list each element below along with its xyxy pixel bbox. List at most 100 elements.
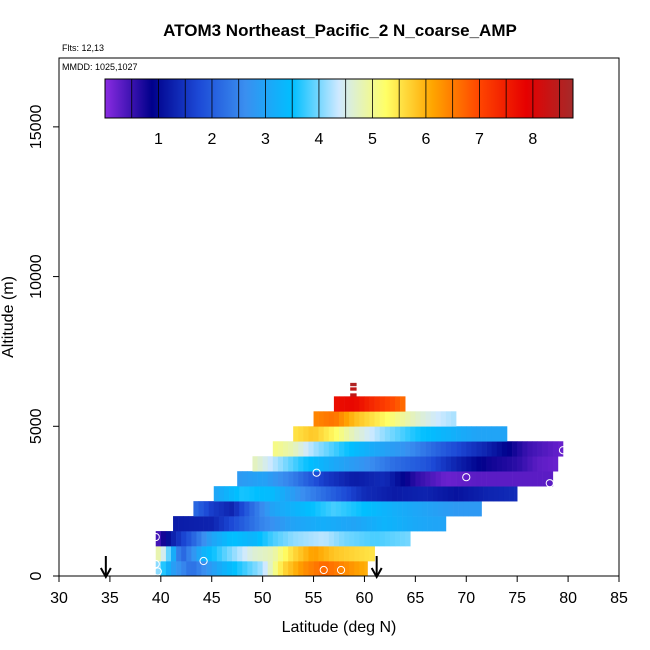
heatmap-cell bbox=[417, 486, 423, 502]
x-tick-label: 40 bbox=[152, 590, 170, 607]
heatmap-cell bbox=[501, 471, 508, 487]
heatmap-cell bbox=[272, 546, 279, 562]
heatmap-cell bbox=[300, 516, 306, 532]
heatmap-cell bbox=[374, 531, 381, 547]
heatmap-cell bbox=[354, 531, 360, 547]
heatmap-cell bbox=[481, 441, 487, 457]
heatmap-cell bbox=[171, 531, 177, 547]
heatmap-cell bbox=[359, 456, 365, 472]
heatmap-cell bbox=[420, 426, 426, 442]
heatmap-cell bbox=[364, 396, 370, 412]
heatmap-cell bbox=[349, 456, 355, 472]
heatmap-cell bbox=[442, 486, 449, 502]
heatmap-cell bbox=[333, 471, 340, 487]
heatmap-cell bbox=[313, 411, 319, 427]
heatmap-cell bbox=[196, 546, 202, 562]
heatmap-cell bbox=[481, 426, 487, 442]
heatmap-cell bbox=[355, 393, 357, 397]
heatmap-cell bbox=[206, 531, 213, 547]
heatmap-cell bbox=[262, 456, 269, 472]
heatmap-cell bbox=[349, 471, 355, 487]
heatmap-cell bbox=[298, 426, 304, 442]
heatmap-cell bbox=[522, 456, 528, 472]
heatmap-cell bbox=[356, 516, 362, 532]
heatmap-cell bbox=[422, 486, 428, 502]
heatmap-cell bbox=[298, 456, 304, 472]
heatmap-cell bbox=[341, 486, 347, 502]
heatmap-cell bbox=[267, 546, 274, 562]
heatmap-cell bbox=[339, 441, 345, 457]
heatmap-cell bbox=[344, 531, 350, 547]
heatmap-cell bbox=[313, 531, 319, 547]
heatmap-cell bbox=[173, 516, 179, 532]
heatmap-cell bbox=[547, 441, 554, 457]
heatmap-cell bbox=[466, 456, 472, 472]
heatmap-cell bbox=[267, 561, 274, 577]
heatmap-cell bbox=[232, 561, 238, 577]
heatmap-cell bbox=[425, 441, 431, 457]
heatmap-cell bbox=[283, 456, 289, 472]
heatmap-cell bbox=[400, 471, 406, 487]
heatmap-cell bbox=[293, 456, 299, 472]
heatmap-cell bbox=[183, 516, 189, 532]
heatmap-cell bbox=[318, 561, 325, 577]
heatmap-cell bbox=[447, 501, 454, 517]
heatmap-cell bbox=[295, 501, 301, 517]
heatmap-cell bbox=[451, 441, 457, 457]
heatmap-cell bbox=[371, 501, 377, 517]
heatmap-cell bbox=[379, 456, 386, 472]
chart-title: ATOM3 Northeast_Pacific_2 N_coarse_AMP bbox=[163, 21, 517, 40]
heatmap-cell bbox=[483, 486, 489, 502]
heatmap-cell bbox=[283, 561, 289, 577]
heatmap-cell bbox=[427, 486, 433, 502]
heatmap-cell bbox=[447, 486, 454, 502]
heatmap-cell bbox=[339, 471, 345, 487]
heatmap-cell bbox=[389, 411, 396, 427]
heatmap-cell bbox=[288, 456, 294, 472]
heatmap-cell bbox=[283, 471, 289, 487]
heatmap-cell bbox=[395, 411, 401, 427]
heatmap-cell bbox=[503, 486, 510, 502]
heatmap-cell bbox=[400, 411, 406, 427]
heatmap-cell bbox=[308, 426, 314, 442]
colorbar-tick-label: 6 bbox=[421, 131, 430, 148]
heatmap-cell bbox=[471, 471, 477, 487]
heatmap-cell bbox=[295, 516, 301, 532]
colorbar: 1 2 3 4 5 6 7 8 bbox=[104, 78, 574, 148]
heatmap-cell bbox=[216, 561, 223, 577]
dates-label: MMDD: 1025,1027 bbox=[62, 62, 138, 72]
heatmap-cell bbox=[216, 546, 223, 562]
heatmap-cell bbox=[234, 516, 240, 532]
heatmap-cell bbox=[328, 441, 335, 457]
heatmap-cell bbox=[216, 531, 223, 547]
heatmap-cell bbox=[402, 501, 408, 517]
x-tick-label: 55 bbox=[305, 590, 323, 607]
heatmap-cell bbox=[247, 546, 253, 562]
heatmap-cell bbox=[379, 441, 386, 457]
heatmap-cell bbox=[359, 411, 365, 427]
heatmap-cell bbox=[264, 516, 271, 532]
heatmap-cell bbox=[351, 501, 357, 517]
heatmap-cell bbox=[259, 501, 265, 517]
heatmap-cell bbox=[323, 471, 330, 487]
heatmap-cell bbox=[198, 501, 204, 517]
heatmap-cell bbox=[160, 561, 167, 577]
heatmap-cell bbox=[349, 411, 355, 427]
heatmap-cell bbox=[491, 441, 498, 457]
heatmap-cell bbox=[354, 546, 360, 562]
heatmap-cell bbox=[435, 441, 442, 457]
heatmap-cell bbox=[491, 471, 498, 487]
heatmap-cell bbox=[303, 531, 309, 547]
heatmap-cell bbox=[259, 516, 265, 532]
heatmap-cell bbox=[415, 441, 421, 457]
heatmap-cell bbox=[374, 426, 381, 442]
heatmap-cell bbox=[339, 396, 345, 412]
heatmap-cell bbox=[293, 426, 299, 442]
heatmap-cell bbox=[318, 531, 325, 547]
heatmap-cell bbox=[442, 501, 449, 517]
heatmap-cell bbox=[181, 546, 187, 562]
heatmap-cell bbox=[269, 501, 276, 517]
heatmap-cell bbox=[395, 426, 401, 442]
heatmap-cell bbox=[310, 486, 316, 502]
heatmap-cell bbox=[389, 531, 396, 547]
